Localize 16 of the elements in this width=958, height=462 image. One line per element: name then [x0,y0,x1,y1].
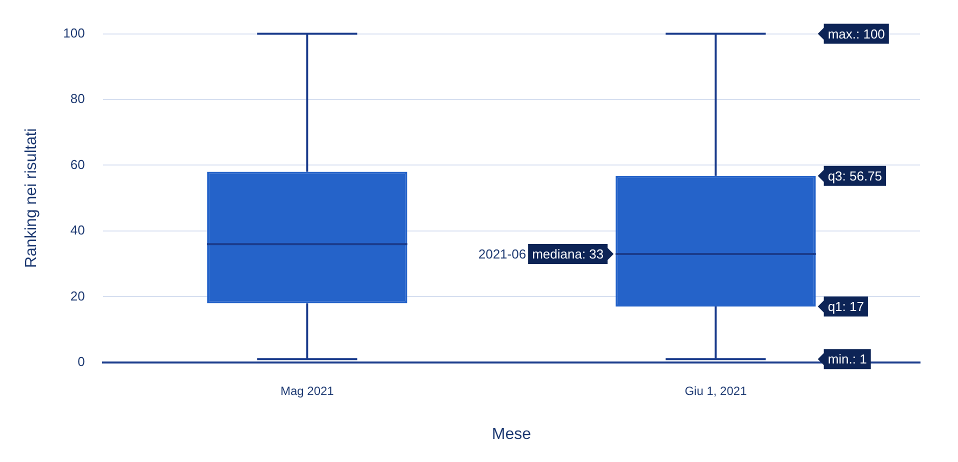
x-axis-title: Mese [492,426,532,443]
annotation: min.: 1 [828,352,867,367]
annotation: max.: 100 [828,26,885,42]
y-axis-title: Ranking nei risultati [23,128,40,268]
x-tick-label: Mag 2021 [280,384,334,398]
y-tick-label: 80 [70,91,85,106]
y-tick-label: 40 [70,222,85,238]
annotation: q3: 56.75 [828,168,882,184]
x-tick-label: Giu 1, 2021 [684,384,748,398]
y-tick-label: 60 [70,156,85,172]
annotation: mediana: 33 [532,246,604,262]
y-tick-label: 100 [63,25,85,40]
y-tick-label: 20 [70,288,85,304]
annotation: 2021-06 [478,246,526,262]
annotation: q1: 17 [828,299,864,314]
y-tick-label: 0 [78,354,85,369]
